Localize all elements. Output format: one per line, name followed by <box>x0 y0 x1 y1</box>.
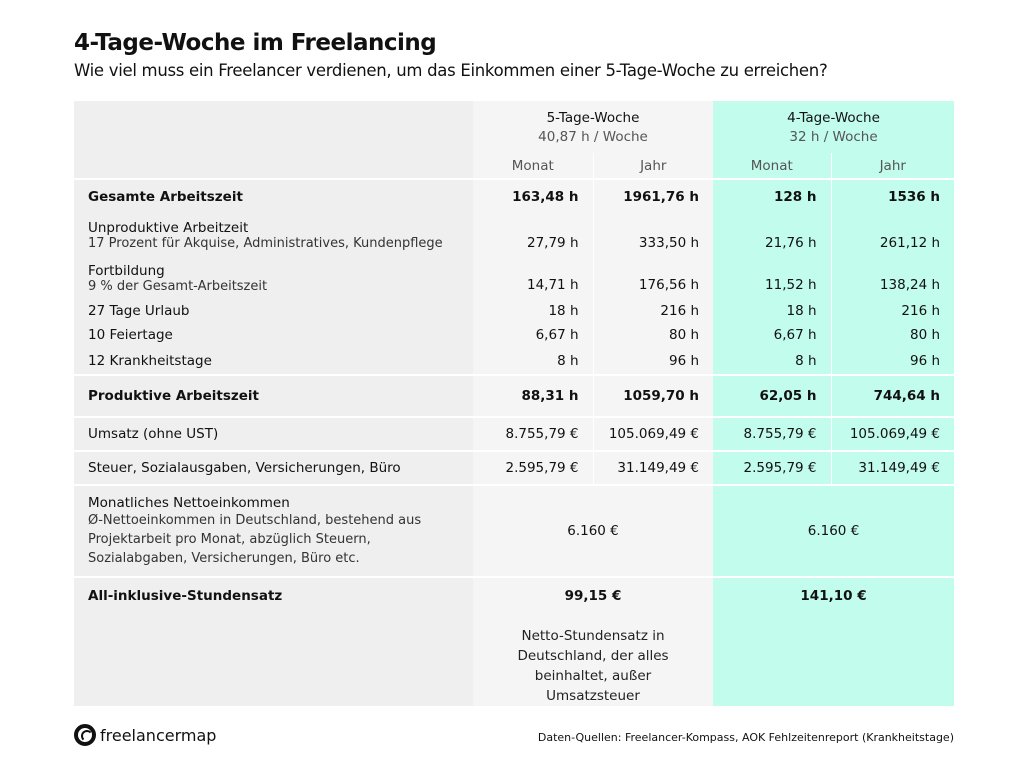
row-label: Gesamte Arbeitszeit <box>74 178 473 213</box>
value: 8.755,79 € <box>713 416 832 451</box>
value: 333,50 h <box>592 213 714 257</box>
row-label: Unproduktive Arbeitzeit 17 Prozent für Ak… <box>74 213 473 257</box>
sub-label: 17 Prozent für Akquise, Administratives,… <box>88 235 443 251</box>
value: 99,15 € <box>564 588 622 604</box>
hourly-rate-row: All-inklusive-Stundensatz 99,15 € Netto-S… <box>74 576 955 706</box>
header-4-day: 4-Tage-Woche 32 h / Woche <box>713 101 955 153</box>
value: 31.149,49 € <box>592 450 714 485</box>
value: 6.160 € <box>713 484 955 577</box>
table-row: 10 Feiertage 6,67 h 80 h 6,67 h 80 h <box>74 323 955 347</box>
value: 2.595,79 € <box>473 450 593 485</box>
header-5-day: 5-Tage-Woche 40,87 h / Woche <box>473 101 714 153</box>
data-sources: Daten-Quellen: Freelancer-Kompass, AOK F… <box>537 731 954 744</box>
label: 12 Krankheitstage <box>88 352 212 369</box>
col-year: Jahr <box>830 153 955 179</box>
table-row: Gesamte Arbeitszeit 163,48 h 1961,76 h 128 … <box>74 178 955 213</box>
row-label: 10 Feiertage <box>74 323 473 347</box>
value: 96 h <box>830 347 955 375</box>
value: 6.160 € <box>473 484 714 577</box>
col-year: Jahr <box>592 153 714 179</box>
label: Umsatz (ohne UST) <box>88 426 219 442</box>
table-row: Umsatz (ohne UST) 8.755,79 €105.069,49 €8… <box>74 416 955 451</box>
label: Monatliches Nettoeinkommen <box>88 494 290 511</box>
value: 80 h <box>830 323 955 347</box>
col-month: Monat <box>713 153 832 179</box>
value: 2.595,79 € <box>713 450 832 485</box>
row-label: All-inklusive-Stundensatz <box>74 576 473 706</box>
value: 14,71 h <box>473 257 593 299</box>
row-label: Steuer, Sozialausgaben, Versicherungen, … <box>74 450 473 485</box>
value: 27,79 h <box>473 213 593 257</box>
value: 1961,76 h <box>592 178 714 213</box>
value: 88,31 h <box>473 374 593 417</box>
label: Gesamte Arbeitszeit <box>88 188 243 205</box>
row-label: Produktive Arbeitszeit <box>74 374 473 417</box>
table-row: 27 Tage Urlaub 18 h 216 h 18 h 216 h <box>74 299 955 323</box>
value: 80 h <box>592 323 714 347</box>
value: 18 h <box>713 299 832 323</box>
row-label: Fortbildung 9 % der Gesamt-Arbeitszeit <box>74 257 473 299</box>
value: 11,52 h <box>713 257 832 299</box>
value: 21,76 h <box>713 213 832 257</box>
value: 105.069,49 € <box>592 416 714 451</box>
value: 6,67 h <box>473 323 593 347</box>
logo-icon <box>74 724 96 746</box>
page-subtitle: Wie viel muss ein Freelancer verdienen, … <box>74 61 828 80</box>
value: 31.149,49 € <box>830 450 955 485</box>
value-cell: 99,15 € Netto-Stundensatz in Deutschland,… <box>473 576 714 706</box>
value: 138,24 h <box>830 257 955 299</box>
header-hours: 40,87 h / Woche <box>538 128 648 145</box>
row-label: 12 Krankheitstage <box>74 347 473 375</box>
value: 128 h <box>713 178 832 213</box>
label: Produktive Arbeitszeit <box>88 388 259 404</box>
value: 216 h <box>592 299 714 323</box>
label: 27 Tage Urlaub <box>88 303 190 319</box>
value: 744,64 h <box>830 374 955 417</box>
table-row: Steuer, Sozialausgaben, Versicherungen, … <box>74 450 955 485</box>
row-label: 27 Tage Urlaub <box>74 299 473 323</box>
value: 8.755,79 € <box>473 416 593 451</box>
comparison-table: 5-Tage-Woche 40,87 h / Woche 4-Tage-Woche… <box>74 101 955 706</box>
table-row: Unproduktive Arbeitzeit 17 Prozent für Ak… <box>74 213 955 257</box>
label: Fortbildung <box>88 262 165 279</box>
value: 176,56 h <box>592 257 714 299</box>
value: 8 h <box>713 347 832 375</box>
label: Steuer, Sozialausgaben, Versicherungen, … <box>88 460 401 476</box>
logo-text: freelancermap <box>100 725 217 745</box>
freelancermap-logo: freelancermap <box>74 724 216 746</box>
value: 141,10 € <box>713 576 955 706</box>
label: 10 Feiertage <box>88 327 173 343</box>
net-income-row: Monatliches Nettoeinkommen Ø-Nettoeinkomm… <box>74 484 955 577</box>
value: 216 h <box>830 299 955 323</box>
value: 8 h <box>473 347 593 375</box>
rate-note: Netto-Stundensatz in Deutschland, der al… <box>517 628 669 704</box>
header-empty <box>74 101 473 179</box>
sub-label: 9 % der Gesamt-Arbeitszeit <box>88 278 268 294</box>
value: 96 h <box>592 347 714 375</box>
value: 1536 h <box>830 178 955 213</box>
value: 6,67 h <box>713 323 832 347</box>
value: 18 h <box>473 299 593 323</box>
table-row: Fortbildung 9 % der Gesamt-Arbeitszeit 14,… <box>74 257 955 299</box>
value: 163,48 h <box>473 178 593 213</box>
header-title: 4-Tage-Woche <box>787 109 880 126</box>
value: 261,12 h <box>830 213 955 257</box>
value: 105.069,49 € <box>830 416 955 451</box>
value: 62,05 h <box>713 374 832 417</box>
row-label: Umsatz (ohne UST) <box>74 416 473 451</box>
value: 1059,70 h <box>592 374 714 417</box>
row-label: Monatliches Nettoeinkommen Ø-Nettoeinkomm… <box>74 484 473 577</box>
col-month: Monat <box>473 153 593 179</box>
header-title: 5-Tage-Woche <box>546 109 640 126</box>
table-row: Produktive Arbeitszeit 88,31 h 1059,70 h 62… <box>74 374 955 417</box>
label: Unproduktive Arbeitzeit <box>88 219 249 236</box>
page-title: 4-Tage-Woche im Freelancing <box>74 30 437 56</box>
header-hours: 32 h / Woche <box>789 128 878 145</box>
sub-label: Ø-Nettoeinkommen in Deutschland, bestehe… <box>88 512 422 566</box>
